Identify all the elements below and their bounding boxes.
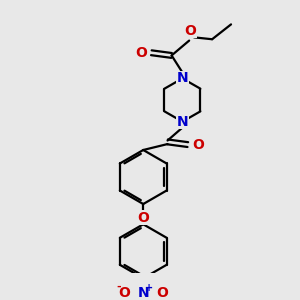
Text: O: O <box>156 286 168 300</box>
Text: O: O <box>118 286 130 300</box>
Text: N: N <box>177 115 188 129</box>
Text: O: O <box>137 211 149 224</box>
Text: +: + <box>145 283 153 293</box>
Text: O: O <box>192 138 204 152</box>
Text: N: N <box>177 71 188 85</box>
Text: N: N <box>137 286 149 300</box>
Text: O: O <box>135 46 147 60</box>
Text: O: O <box>184 24 196 38</box>
Text: -: - <box>116 282 121 292</box>
